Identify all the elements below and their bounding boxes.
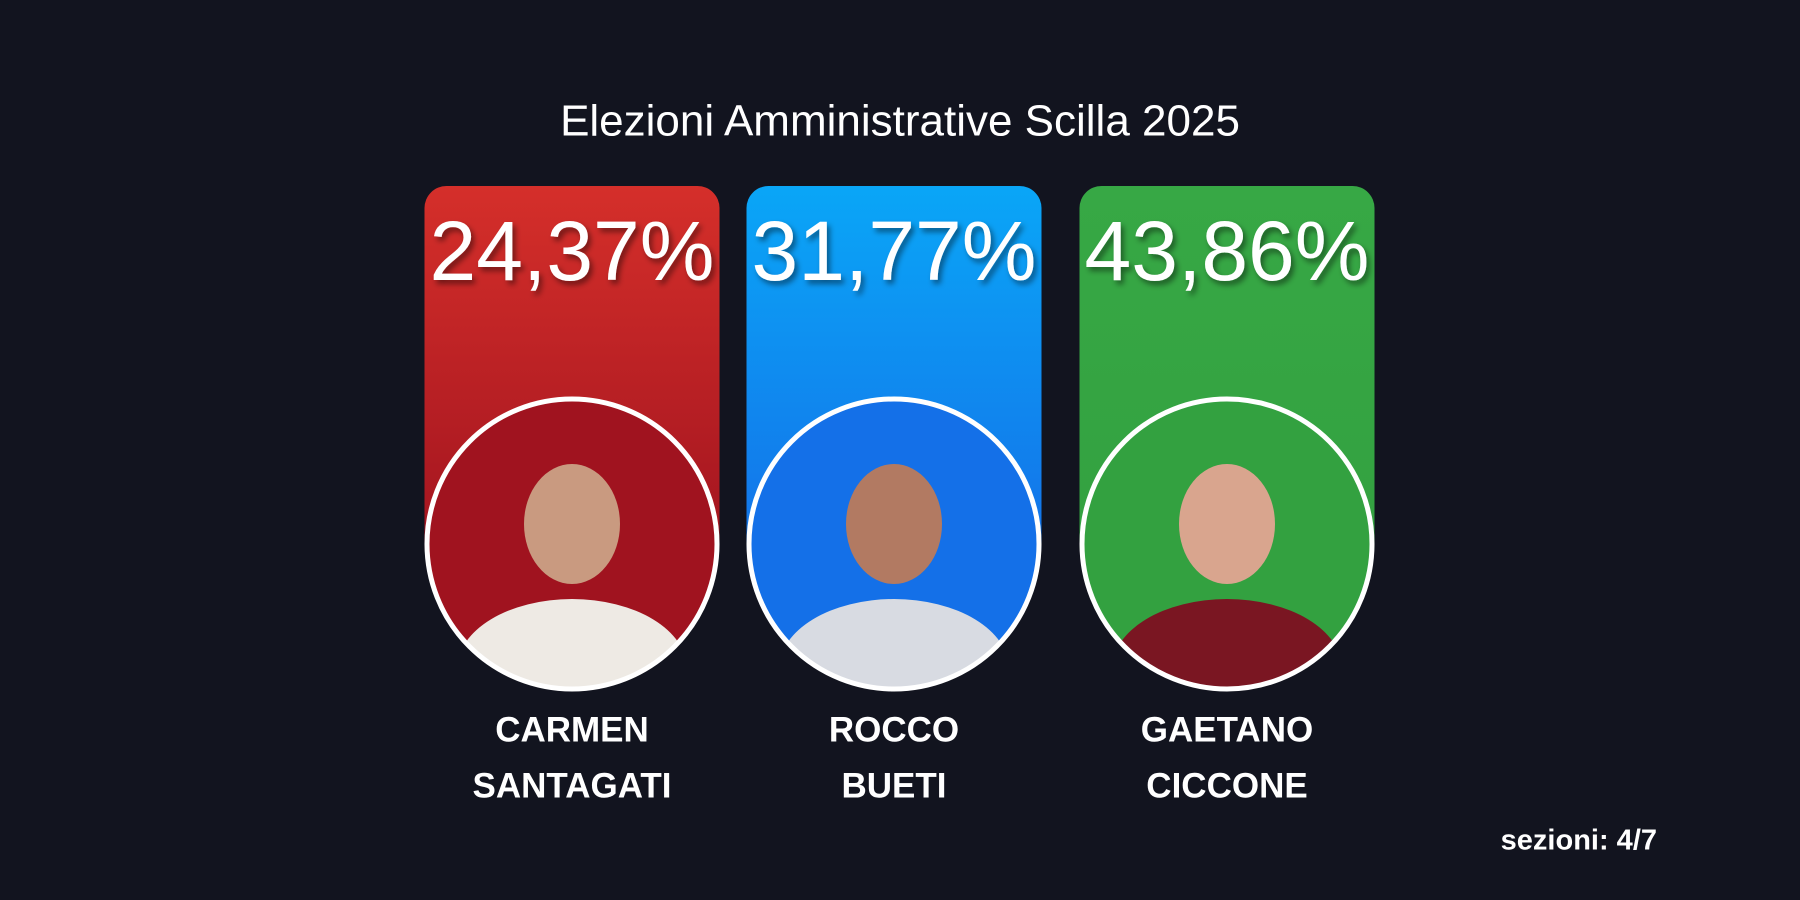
candidate-name: SANTAGATI — [473, 766, 672, 805]
head — [524, 464, 620, 584]
body — [779, 599, 1009, 689]
head — [846, 464, 942, 584]
percentage: 24,37% — [430, 204, 715, 298]
body — [1112, 599, 1342, 689]
photo — [427, 399, 717, 689]
photo-frame — [746, 396, 1042, 692]
candidate-name: BUETI — [842, 766, 947, 805]
candidate-name: ROCCO — [829, 710, 959, 749]
candidate-card: 31,77% ROCCO BUETI — [746, 186, 1042, 805]
photo — [749, 399, 1039, 689]
candidate-name: CARMEN — [495, 710, 649, 749]
head — [1179, 464, 1275, 584]
candidate-name: GAETANO — [1141, 710, 1313, 749]
candidate-name: CICCONE — [1146, 766, 1307, 805]
sections-count: sezioni: 4/7 — [1501, 825, 1657, 857]
photo-frame — [1079, 396, 1375, 692]
percentage: 43,86% — [1085, 204, 1370, 298]
body — [457, 599, 687, 689]
candidate-card: 43,86% GAETANO CICCONE — [1079, 186, 1375, 805]
title: Elezioni Amministrative Scilla 2025 — [560, 97, 1240, 146]
photo-frame — [424, 396, 720, 692]
percentage: 31,77% — [752, 204, 1037, 298]
candidate-card: 24,37% CARMEN SANTAGATI — [424, 186, 720, 805]
photo — [1082, 399, 1372, 689]
